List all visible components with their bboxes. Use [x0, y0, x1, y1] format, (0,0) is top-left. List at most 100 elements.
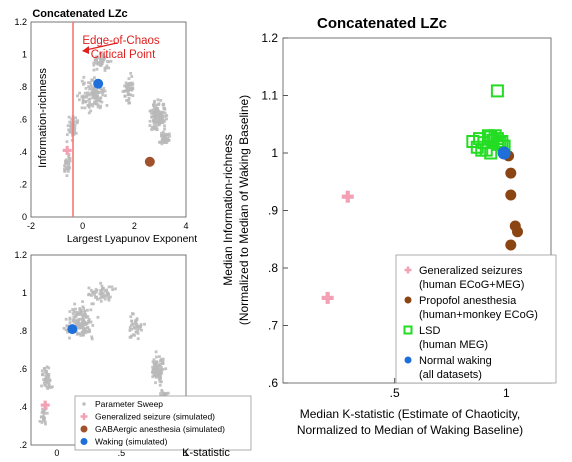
sweep-point: [91, 96, 95, 100]
top-left-plot-frame: [30, 21, 187, 218]
y-tick-label: 1: [22, 288, 27, 298]
sweep-point: [154, 381, 157, 385]
sweep-point: [163, 111, 167, 115]
sweep-point: [81, 96, 85, 100]
sweep-point: [161, 368, 165, 371]
sweep-point: [129, 83, 133, 87]
sweep-point: [69, 123, 73, 126]
sweep-point: [154, 362, 157, 365]
waking-marker: [67, 324, 78, 335]
sweep-point: [88, 101, 91, 104]
sweep-point: [81, 99, 85, 102]
sweep-point: [78, 317, 82, 321]
sweep-point: [165, 114, 169, 117]
sweep-point: [128, 329, 132, 332]
sweep-point: [158, 362, 162, 366]
y-tick-label: .8: [19, 82, 27, 92]
sweep-point: [152, 127, 156, 131]
sweep-point: [127, 77, 131, 81]
waking-point: [497, 146, 511, 160]
sweep-point: [77, 322, 81, 326]
sweep-point: [73, 302, 77, 306]
sweep-point: [151, 108, 155, 112]
right-title: Concatenated LZc: [317, 15, 447, 32]
sweep-point: [164, 141, 167, 144]
bottom-left-legend-entries: Parameter Sweep Generalized seizure (simu…: [80, 399, 225, 447]
sweep-point: [96, 94, 99, 97]
edge-of-chaos-label: Edge-of-Chaos: [82, 35, 160, 47]
sweep-point: [43, 420, 47, 424]
sweep-point: [162, 393, 166, 397]
sweep-point: [157, 377, 161, 381]
sweep-point: [74, 120, 77, 124]
sweep-point: [125, 99, 128, 102]
y-tick-label: .2: [19, 440, 27, 450]
sweep-point: [68, 317, 72, 321]
sweep-point: [153, 111, 157, 114]
sweep-point: [84, 314, 88, 318]
x-tick-label: .5: [390, 386, 400, 400]
legend-label-waking: Waking (simulated): [95, 437, 168, 447]
sweep-point: [66, 170, 70, 173]
sweep-point: [67, 153, 71, 156]
sweep-point: [82, 320, 86, 323]
legend-label-seizure: Generalized seizure (simulated): [95, 412, 215, 422]
sweep-point: [125, 88, 129, 91]
sweep-point: [45, 380, 49, 384]
sweep-point: [67, 162, 71, 166]
sweep-point: [104, 66, 108, 70]
sweep-point: [152, 373, 156, 376]
sweep-point: [155, 124, 159, 128]
x-tick-label: 0: [80, 221, 85, 231]
bottom-left-x-label: K-statistic: [182, 447, 230, 459]
sweep-point: [82, 75, 86, 79]
sweep-point: [71, 308, 75, 311]
sweep-point: [148, 119, 152, 123]
sweep-point: [67, 155, 71, 158]
sweep-point: [40, 421, 44, 424]
sweep-point: [96, 90, 100, 94]
sweep-point: [90, 302, 94, 306]
sweep-point: [155, 122, 158, 125]
right-y-label-line2: (Normalized to Median of Waking Baseline…: [237, 95, 251, 325]
sweep-point: [155, 360, 159, 364]
sweep-point: [100, 54, 104, 58]
sweep-point: [131, 87, 135, 91]
annotation-arrow: [85, 42, 118, 51]
sweep-point: [44, 377, 47, 381]
sweep-point: [78, 332, 82, 336]
sweep-point: [74, 311, 78, 314]
y-tick-label: .4: [19, 402, 27, 412]
sweep-point: [157, 369, 161, 373]
sweep-point: [67, 164, 70, 168]
sweep-point: [81, 315, 85, 319]
sweep-point: [68, 120, 72, 124]
sweep-point: [160, 138, 164, 142]
sweep-point: [70, 117, 74, 121]
sweep-point: [136, 329, 140, 333]
annotation-arrowhead: [82, 46, 89, 54]
bottom-left-chart: 0.5 1.2.4.6.811.2 Parameter SweepGenerali…: [14, 250, 252, 459]
sweep-point: [90, 294, 93, 297]
sweep-point: [88, 81, 92, 85]
top-left-y-label: Information-richness: [37, 68, 49, 168]
sweep-point: [66, 330, 70, 334]
sweep-point: [165, 139, 169, 143]
sweep-point: [41, 407, 44, 411]
sweep-point: [155, 369, 159, 373]
sweep-point: [114, 287, 117, 291]
sweep-point: [151, 370, 154, 374]
sweep-point: [94, 92, 98, 96]
sweep-point: [149, 109, 153, 113]
legend-label-gaba: GABAergic anesthesia (simulated): [95, 424, 225, 434]
legend-label-waking: Normal waking: [419, 355, 492, 367]
sweep-point: [155, 365, 159, 368]
sweep-point: [100, 61, 104, 64]
sweep-point: [109, 59, 113, 63]
sweep-point: [93, 76, 96, 80]
sweep-point: [90, 335, 94, 339]
sweep-point: [128, 81, 132, 85]
sweep-point: [88, 87, 92, 91]
sweep-point: [107, 285, 111, 289]
legend-label-sweep: Parameter Sweep: [95, 399, 163, 409]
